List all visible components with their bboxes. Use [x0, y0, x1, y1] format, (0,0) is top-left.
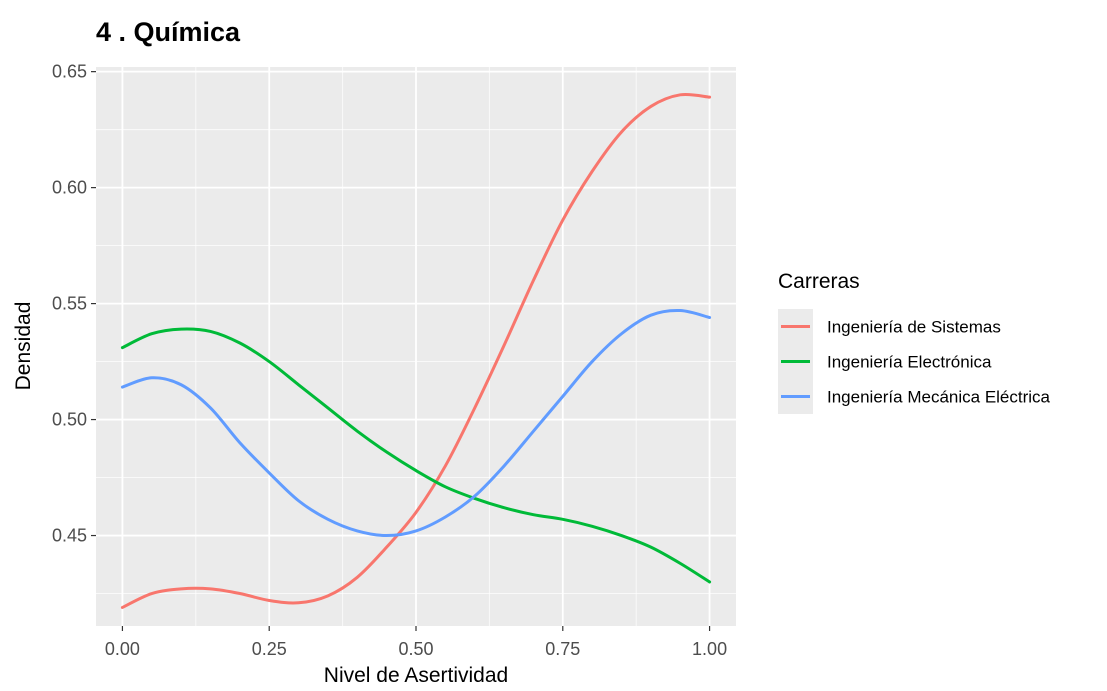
y-tick-label: 0.45	[52, 526, 87, 546]
series-line-1	[120, 92, 712, 609]
legend-label: Ingeniería Electrónica	[827, 353, 992, 372]
legend-title: Carreras	[778, 270, 860, 293]
y-tick-label: 0.60	[52, 178, 87, 198]
x-axis-title: Nivel de Asertividad	[324, 664, 508, 687]
x-tick-label: 0.75	[545, 639, 580, 659]
series-line-2	[120, 327, 712, 584]
y-tick-label: 0.55	[52, 294, 87, 314]
x-tick-label: 0.25	[252, 639, 287, 659]
x-tick-label: 1.00	[692, 639, 727, 659]
legend-label: Ingeniería de Sistemas	[827, 318, 1001, 337]
x-axis: 0.00 0.25 0.50 0.75 1.00	[105, 626, 727, 659]
chart-title: 4 . Química	[96, 17, 241, 47]
legend: Carreras Ingeniería de Sistemas Ingenierí…	[778, 270, 1051, 414]
y-axis-title: Densidad	[12, 302, 35, 391]
legend-item: Ingeniería Mecánica Eléctrica	[778, 379, 1051, 414]
y-axis: 0.45 0.50 0.55 0.60 0.65	[52, 62, 96, 546]
y-tick-label: 0.50	[52, 410, 87, 430]
series-line-3	[120, 308, 712, 538]
y-tick-label: 0.65	[52, 62, 87, 82]
legend-item: Ingeniería de Sistemas	[778, 309, 1001, 344]
legend-item: Ingeniería Electrónica	[778, 344, 992, 379]
series-lines	[120, 92, 712, 609]
legend-label: Ingeniería Mecánica Eléctrica	[827, 388, 1051, 407]
x-tick-label: 0.00	[105, 639, 140, 659]
x-tick-label: 0.50	[398, 639, 433, 659]
